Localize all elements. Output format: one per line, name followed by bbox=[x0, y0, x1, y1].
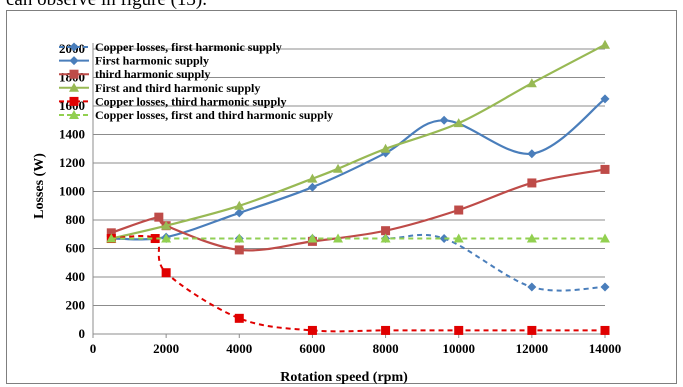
x-tick-label: 4000 bbox=[226, 341, 252, 356]
series-6 bbox=[106, 233, 610, 243]
data-point bbox=[234, 208, 244, 218]
data-point bbox=[527, 282, 537, 292]
x-tick-label: 6000 bbox=[299, 341, 325, 356]
data-point bbox=[453, 233, 464, 243]
data-point bbox=[527, 178, 537, 188]
data-point bbox=[307, 173, 318, 183]
legend-swatch-marker bbox=[69, 69, 79, 79]
legend-item: First harmonic supply bbox=[59, 54, 209, 68]
data-point bbox=[527, 325, 537, 335]
legend-label: First harmonic supply bbox=[95, 54, 209, 68]
x-axis-title: Rotation speed (rpm) bbox=[280, 370, 408, 385]
y-tick-label: 200 bbox=[66, 298, 86, 313]
series-line bbox=[111, 234, 605, 333]
series-line bbox=[111, 43, 606, 240]
legend-item: Copper losses, third harmonic supply bbox=[59, 94, 286, 108]
legend-swatch-marker bbox=[69, 82, 79, 92]
y-tick-label: 1400 bbox=[59, 127, 85, 142]
series-1 bbox=[106, 233, 610, 292]
legend-label: third harmonic supply bbox=[95, 67, 210, 81]
data-point bbox=[234, 200, 245, 210]
legend-item: Copper losses, first and third harmonic … bbox=[59, 108, 333, 122]
series-line bbox=[111, 233, 606, 292]
data-point bbox=[333, 163, 344, 173]
y-tick-label: 1000 bbox=[59, 184, 85, 199]
x-tick-label: 2000 bbox=[153, 341, 179, 356]
data-point bbox=[453, 118, 464, 128]
legend-item: First and third harmonic supply bbox=[59, 81, 260, 95]
x-tick-label: 8000 bbox=[373, 341, 399, 356]
data-point bbox=[150, 234, 160, 244]
x-tick-label: 12000 bbox=[516, 341, 549, 356]
legend-label: First and third harmonic supply bbox=[95, 81, 260, 95]
data-point bbox=[106, 228, 116, 238]
data-point bbox=[454, 205, 464, 215]
data-point bbox=[600, 164, 610, 174]
x-tick-label: 0 bbox=[90, 341, 97, 356]
chart-frame: Rotation speed (rpm) Losses (W) 0 200 400 6… bbox=[6, 10, 677, 385]
data-point bbox=[333, 233, 344, 243]
x-tick-label: 10000 bbox=[442, 341, 475, 356]
legend-item: Copper losses, first harmonic supply bbox=[59, 40, 282, 54]
gridlines bbox=[93, 48, 605, 306]
data-point bbox=[380, 143, 391, 153]
legend-swatch-marker bbox=[69, 110, 79, 119]
y-tick-label: 800 bbox=[66, 212, 86, 227]
data-point bbox=[439, 115, 449, 125]
legend-swatch-marker bbox=[69, 42, 79, 52]
data-point bbox=[527, 149, 537, 159]
data-point bbox=[154, 212, 164, 222]
data-point bbox=[307, 325, 317, 335]
data-point bbox=[600, 39, 610, 49]
data-point bbox=[454, 325, 464, 335]
data-point bbox=[526, 233, 537, 243]
data-point bbox=[380, 233, 391, 243]
data-point bbox=[234, 313, 244, 323]
page-caption: can observe in figure (13). bbox=[6, 0, 207, 11]
data-point bbox=[381, 226, 391, 236]
legend: Copper losses, first harmonic supplyFirs… bbox=[59, 40, 333, 122]
data-point bbox=[600, 233, 610, 243]
legend-label: Copper losses, first harmonic supply bbox=[95, 40, 282, 54]
legend-swatch-marker bbox=[69, 56, 79, 66]
data-point bbox=[106, 233, 117, 243]
losses-chart: Rotation speed (rpm) Losses (W) 0 200 400 6… bbox=[32, 39, 621, 385]
y-tick-label: 1200 bbox=[59, 155, 85, 170]
data-point bbox=[161, 233, 172, 243]
y-axis-title: Losses (W) bbox=[32, 153, 47, 219]
data-point bbox=[234, 233, 245, 243]
data-point bbox=[600, 282, 610, 292]
data-point bbox=[600, 325, 610, 335]
legend-item: third harmonic supply bbox=[59, 67, 210, 81]
series-5 bbox=[106, 234, 610, 335]
legend-swatch-marker bbox=[69, 96, 79, 106]
legend-label: Copper losses, first and third harmonic … bbox=[95, 108, 333, 122]
axes: Rotation speed (rpm) Losses (W) 0 200 400 6… bbox=[32, 41, 621, 385]
legend-label: Copper losses, third harmonic supply bbox=[95, 94, 286, 108]
y-tick-label: 400 bbox=[66, 269, 86, 284]
data-point bbox=[307, 233, 318, 243]
y-tick-label: 0 bbox=[79, 326, 86, 341]
series-4 bbox=[106, 39, 610, 243]
data-point bbox=[307, 182, 317, 192]
data-point bbox=[234, 245, 244, 255]
data-point bbox=[161, 220, 172, 230]
data-point bbox=[526, 78, 537, 88]
data-point bbox=[439, 234, 449, 244]
y-tick-label: 600 bbox=[66, 241, 86, 256]
data-point bbox=[381, 325, 391, 335]
series bbox=[106, 39, 610, 335]
data-point bbox=[161, 268, 171, 278]
x-tick-label: 14000 bbox=[589, 341, 622, 356]
data-point bbox=[600, 94, 610, 104]
